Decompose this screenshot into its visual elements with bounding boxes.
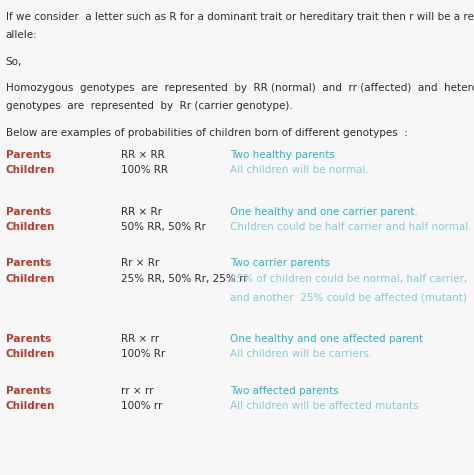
Text: Two healthy parents: Two healthy parents: [230, 150, 335, 160]
Text: Children: Children: [6, 274, 55, 284]
Text: rr × rr: rr × rr: [121, 386, 154, 396]
Text: Parents: Parents: [6, 386, 51, 396]
Text: All children will be carriers.: All children will be carriers.: [230, 349, 372, 359]
Text: Children: Children: [6, 165, 55, 175]
Text: Children: Children: [6, 349, 55, 359]
Text: 25% RR, 50% Rr, 25% rr: 25% RR, 50% Rr, 25% rr: [121, 274, 247, 284]
Text: 100% RR: 100% RR: [121, 165, 168, 175]
Text: Two carrier parents: Two carrier parents: [230, 258, 330, 268]
Text: Rr × Rr: Rr × Rr: [121, 258, 159, 268]
Text: Parents: Parents: [6, 207, 51, 217]
Text: RR × Rr: RR × Rr: [121, 207, 162, 217]
Text: One healthy and one carrier parent.: One healthy and one carrier parent.: [230, 207, 418, 217]
Text: All children will be affected mutants: All children will be affected mutants: [230, 401, 419, 411]
Text: 25% of children could be normal, half carrier,: 25% of children could be normal, half ca…: [230, 274, 467, 284]
Text: Parents: Parents: [6, 334, 51, 344]
Text: So,: So,: [6, 57, 22, 66]
Text: 50% RR, 50% Rr: 50% RR, 50% Rr: [121, 222, 206, 232]
Text: Children: Children: [6, 401, 55, 411]
Text: All children will be normal.: All children will be normal.: [230, 165, 369, 175]
Text: RR × rr: RR × rr: [121, 334, 159, 344]
Text: Homozygous  genotypes  are  represented  by  RR (normal)  and  rr (affected)  an: Homozygous genotypes are represented by …: [6, 83, 474, 93]
Text: One healthy and one affected parent: One healthy and one affected parent: [230, 334, 423, 344]
Text: allele:: allele:: [6, 30, 37, 40]
Text: 100% rr: 100% rr: [121, 401, 162, 411]
Text: Below are examples of probabilities of children born of different genotypes  :: Below are examples of probabilities of c…: [6, 128, 408, 138]
Text: Two affected parents: Two affected parents: [230, 386, 338, 396]
Text: Children could be half carrier and half normal.: Children could be half carrier and half …: [230, 222, 472, 232]
Text: genotypes  are  represented  by  Rr (carrier genotype).: genotypes are represented by Rr (carrier…: [6, 101, 292, 111]
Text: Children: Children: [6, 222, 55, 232]
Text: and another  25% could be affected (mutant): and another 25% could be affected (mutan…: [230, 293, 467, 303]
Text: Parents: Parents: [6, 258, 51, 268]
Text: RR × RR: RR × RR: [121, 150, 164, 160]
Text: If we consider  a letter such as R for a dominant trait or hereditary trait then: If we consider a letter such as R for a …: [6, 12, 474, 22]
Text: Parents: Parents: [6, 150, 51, 160]
Text: 100% Rr: 100% Rr: [121, 349, 165, 359]
